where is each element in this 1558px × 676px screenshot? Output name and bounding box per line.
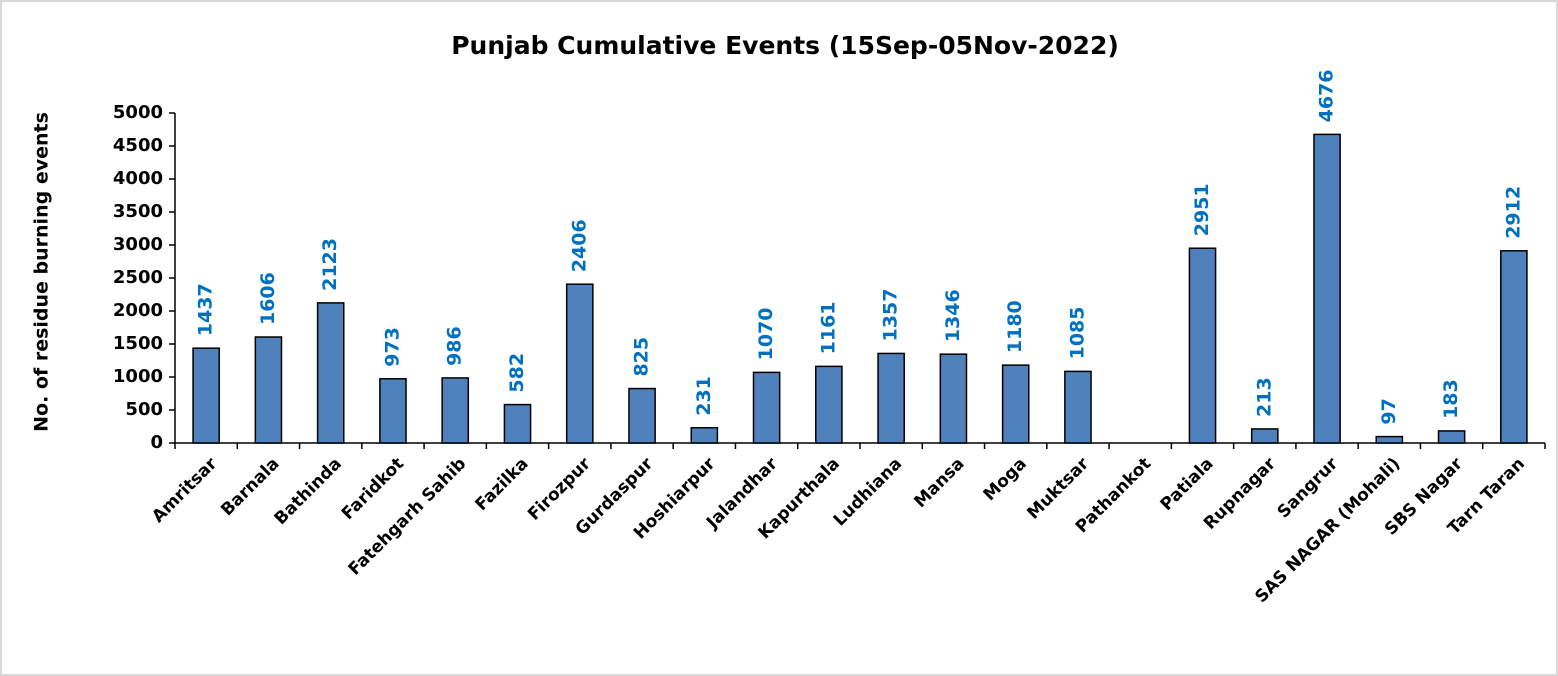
- y-tick-label: 1000: [113, 366, 163, 387]
- data-label: 825: [631, 337, 653, 377]
- y-tick-label: 2500: [113, 267, 163, 288]
- bar: [1188, 247, 1217, 444]
- data-label: 2951: [1191, 183, 1213, 236]
- data-label: 1606: [257, 272, 279, 325]
- bar: [1437, 430, 1466, 444]
- y-axis-label: No. of residue burning events: [31, 112, 53, 432]
- data-label: 1357: [880, 289, 902, 342]
- bar: [316, 302, 345, 444]
- y-tick-label: 1500: [113, 333, 163, 354]
- data-label: 582: [506, 353, 528, 393]
- y-tick-label: 3000: [113, 234, 163, 255]
- y-tick-label: 5000: [113, 102, 163, 123]
- bar: [1500, 250, 1528, 444]
- bar: [1250, 428, 1279, 444]
- bar: [1001, 364, 1030, 444]
- chart-title: Punjab Cumulative Events (15Sep-05Nov-20…: [451, 31, 1119, 60]
- bar: [690, 427, 719, 444]
- bar: [1313, 133, 1341, 444]
- bar: [503, 403, 532, 444]
- data-label: 183: [1440, 379, 1462, 419]
- data-label: 231: [693, 376, 715, 416]
- data-label: 1070: [755, 307, 777, 360]
- data-label: 973: [381, 327, 403, 367]
- bar: [939, 353, 968, 444]
- y-tick-label: 500: [125, 399, 163, 420]
- data-label: 1180: [1004, 300, 1026, 353]
- data-label: 2912: [1502, 186, 1524, 239]
- bar: [254, 336, 283, 444]
- y-tick-label: 0: [150, 432, 163, 453]
- data-label: 1161: [817, 301, 839, 354]
- bar: [379, 378, 407, 444]
- data-label: 97: [1378, 398, 1400, 424]
- bar: [192, 347, 220, 444]
- bar: [815, 365, 843, 444]
- data-label: 2123: [319, 238, 341, 291]
- data-label: 1346: [942, 289, 964, 342]
- bar: [565, 283, 594, 444]
- data-label: 2406: [568, 219, 590, 272]
- data-label: 1085: [1066, 306, 1088, 359]
- bar: [752, 371, 781, 444]
- bar: [441, 377, 470, 444]
- data-label: 213: [1253, 377, 1275, 417]
- data-label: 1437: [195, 283, 217, 336]
- bar: [628, 387, 656, 444]
- bar: [1375, 435, 1404, 444]
- bar: [1064, 370, 1092, 444]
- data-label: 986: [444, 326, 466, 366]
- y-tick-label: 2000: [113, 300, 163, 321]
- y-tick-label: 3500: [113, 201, 163, 222]
- y-tick-label: 4000: [113, 168, 163, 189]
- data-label: 4676: [1316, 69, 1338, 122]
- y-tick-label: 4500: [113, 135, 163, 156]
- bar: [877, 352, 905, 444]
